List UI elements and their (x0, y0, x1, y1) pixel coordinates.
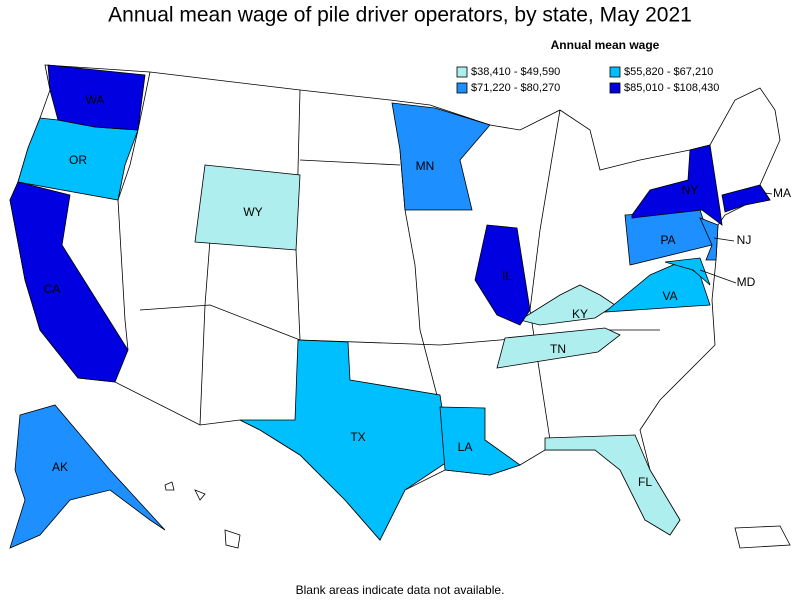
state-border (199, 239, 211, 426)
state (47, 64, 146, 131)
state-border (299, 159, 401, 166)
state (9, 181, 129, 383)
state-label: MA (773, 186, 791, 200)
state-label: AK (52, 460, 68, 474)
legend: $38,410 - $49,590 $55,820 - $67,210 $71,22… (456, 66, 719, 94)
state-label: LA (458, 440, 473, 454)
leader-line (764, 192, 773, 195)
state (439, 406, 521, 476)
legend-label: $38,410 - $49,590 (471, 66, 560, 78)
state-label: PA (660, 233, 675, 247)
state-label: WY (243, 205, 262, 219)
legend-label: $71,220 - $80,270 (471, 82, 560, 94)
legend-title: Annual mean wage (551, 38, 660, 52)
footnote: Blank areas indicate data not available. (296, 583, 505, 597)
state (518, 284, 616, 326)
leader-line (699, 269, 737, 284)
state-label: FL (638, 475, 652, 489)
state (391, 102, 491, 211)
puerto-rico (734, 525, 791, 549)
legend-swatch (456, 66, 468, 78)
title: Annual mean wage of pile driver operator… (108, 4, 692, 27)
hawaii (164, 481, 175, 491)
legend-swatch (456, 82, 468, 94)
leader-line (713, 237, 735, 242)
state (664, 257, 711, 286)
state-label: WA (86, 93, 105, 107)
state-label: MD (737, 275, 756, 289)
legend-swatch (609, 66, 621, 78)
state-border (117, 71, 151, 351)
state (699, 217, 719, 261)
state-label: IL (502, 269, 512, 283)
state-label: MN (416, 159, 435, 173)
state-label: CA (44, 282, 61, 296)
state (239, 339, 451, 541)
state (474, 224, 531, 326)
hawaii (194, 489, 206, 501)
state-label: TN (550, 342, 566, 356)
state (9, 404, 166, 549)
states: WY KY TN FL OR TX LA VA MD MN PA NJ AK WA CA IL NY MA (9, 64, 791, 549)
state (544, 434, 681, 536)
legend-label: $85,010 - $108,430 (624, 82, 719, 94)
state-border (529, 109, 561, 441)
state-label: OR (69, 153, 87, 167)
legend-label: $55,820 - $67,210 (624, 66, 713, 78)
state (631, 144, 723, 226)
state (194, 164, 301, 251)
state-label: VA (662, 289, 677, 303)
state (496, 327, 621, 369)
hawaii (224, 529, 241, 549)
legend-swatch (609, 82, 621, 94)
state-label: NJ (737, 233, 752, 247)
state (721, 184, 771, 213)
state-label: NY (682, 183, 699, 197)
state-label: KY (572, 307, 588, 321)
state-label: TX (350, 430, 365, 444)
